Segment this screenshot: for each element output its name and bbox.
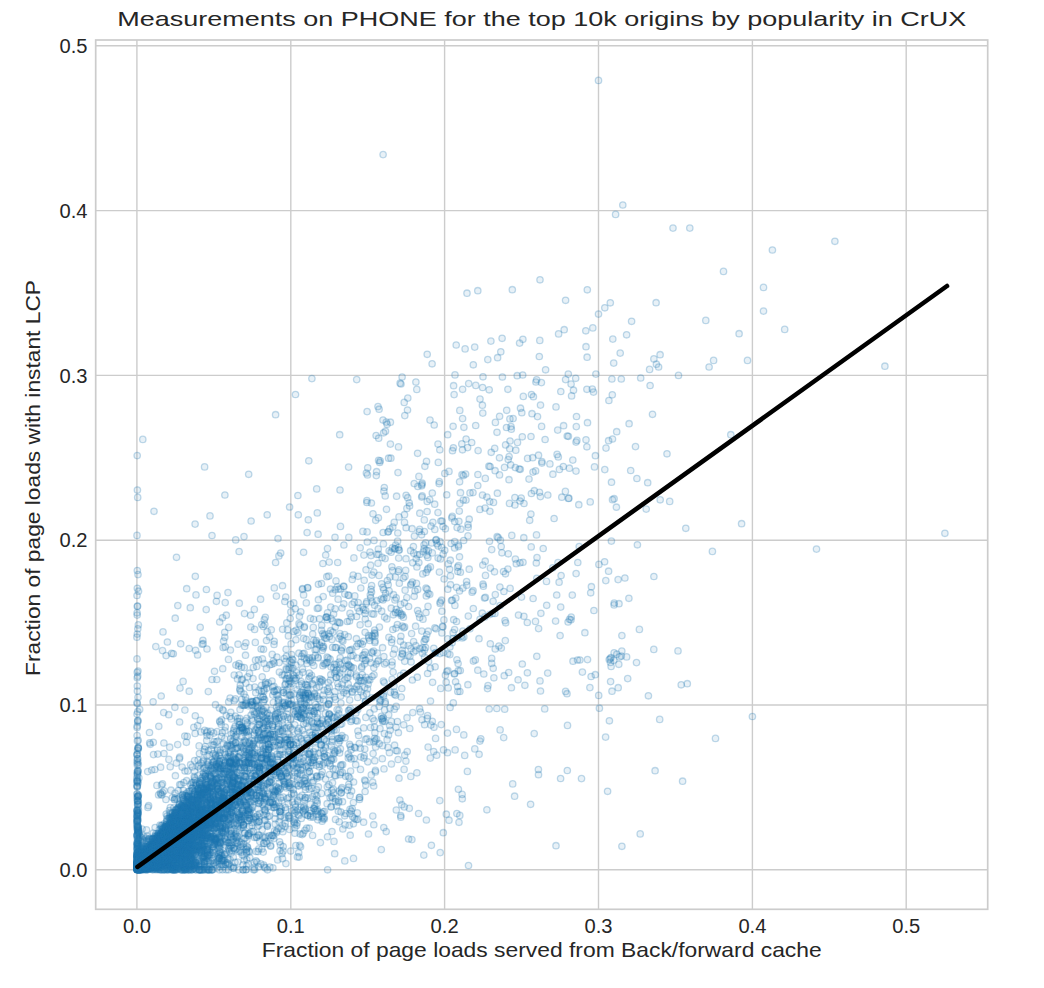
svg-text:0.2: 0.2 [431, 915, 459, 937]
svg-text:Measurements on PHONE for the: Measurements on PHONE for the top 10k or… [117, 7, 966, 30]
svg-text:0.0: 0.0 [123, 915, 151, 937]
svg-text:0.5: 0.5 [892, 915, 920, 937]
svg-text:0.5: 0.5 [60, 35, 88, 57]
svg-text:0.0: 0.0 [60, 859, 88, 881]
svg-text:0.4: 0.4 [60, 200, 88, 222]
svg-text:0.1: 0.1 [60, 694, 88, 716]
svg-text:Fraction of page loads with in: Fraction of page loads with instant LCP [21, 280, 44, 676]
svg-text:0.3: 0.3 [60, 365, 88, 387]
svg-text:0.4: 0.4 [738, 915, 766, 937]
svg-text:0.1: 0.1 [277, 915, 305, 937]
svg-text:0.3: 0.3 [585, 915, 613, 937]
svg-text:0.2: 0.2 [60, 529, 88, 551]
svg-text:Fraction of page loads served: Fraction of page loads served from Back/… [262, 938, 822, 961]
